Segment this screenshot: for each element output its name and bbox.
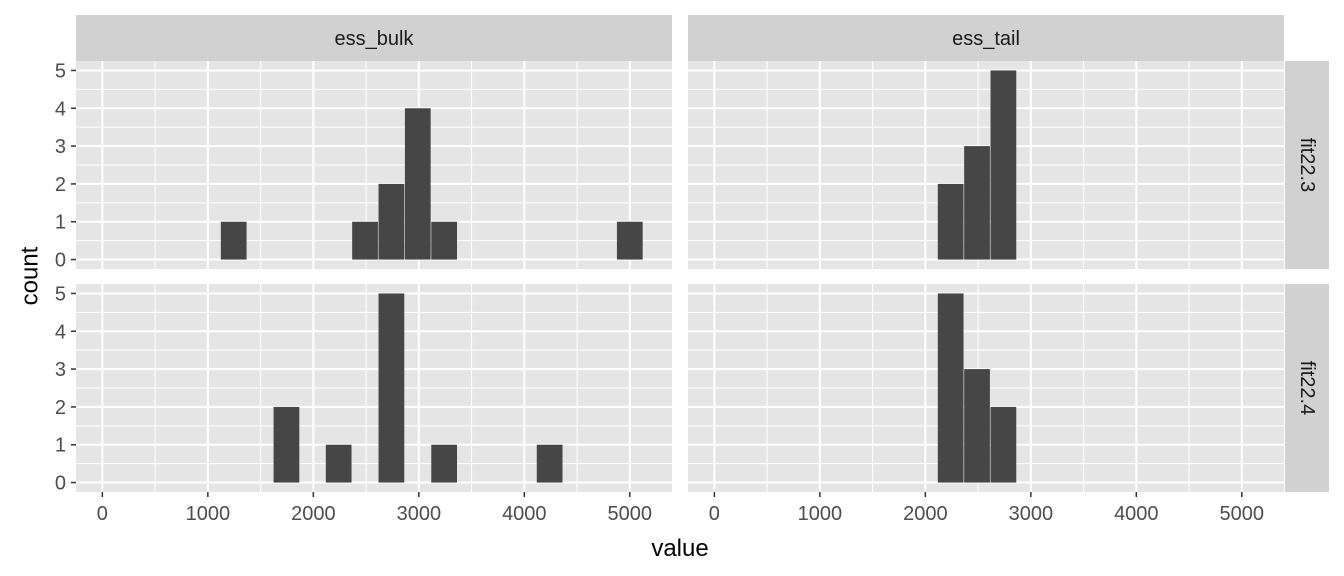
histogram-bar <box>937 183 964 260</box>
x-tick-label: 1000 <box>798 503 843 525</box>
histogram-bar <box>964 146 990 260</box>
histogram-bar <box>273 406 300 483</box>
row-strip <box>1285 61 1329 269</box>
histogram-bar <box>536 444 563 483</box>
histogram-bar <box>937 293 964 483</box>
y-tick-label: 0 <box>55 250 66 272</box>
x-tick-label: 4000 <box>502 503 547 525</box>
x-tick-label: 5000 <box>1220 503 1265 525</box>
y-tick-label: 5 <box>55 60 66 82</box>
x-tick-label: 2000 <box>903 503 948 525</box>
y-tick-label: 5 <box>55 283 66 305</box>
x-tick-label: 3000 <box>397 503 442 525</box>
histogram-bar <box>378 293 405 483</box>
histogram-bar <box>616 221 643 260</box>
histogram-bar <box>378 183 405 260</box>
histogram-bar <box>990 406 1017 483</box>
y-tick-label: 2 <box>55 397 66 419</box>
histogram-bar <box>220 221 247 260</box>
y-tick-label: 3 <box>55 359 66 381</box>
x-tick-label: 4000 <box>1114 503 1159 525</box>
histogram-bar <box>990 70 1017 260</box>
histogram-bar <box>352 221 378 260</box>
y-tick-label: 3 <box>55 136 66 158</box>
y-tick-label: 1 <box>55 435 66 457</box>
row-strip-label: fit22.4 <box>1296 361 1318 415</box>
row-strip-label: fit22.3 <box>1296 138 1318 192</box>
x-tick-label: 0 <box>97 503 108 525</box>
histogram-bar <box>431 444 458 483</box>
column-strip-label: ess_tail <box>952 28 1020 50</box>
histogram-bar <box>431 221 458 260</box>
x-axis-title: value <box>651 535 708 562</box>
y-tick-label: 4 <box>55 321 66 343</box>
histogram-bar <box>325 444 352 483</box>
column-strip-label: ess_bulk <box>335 28 415 50</box>
x-tick-label: 0 <box>709 503 720 525</box>
x-tick-label: 5000 <box>608 503 653 525</box>
histogram-bar <box>404 108 431 260</box>
x-tick-label: 1000 <box>186 503 231 525</box>
y-tick-label: 2 <box>55 174 66 196</box>
row-strip <box>1285 284 1329 492</box>
histogram-bar <box>964 369 990 483</box>
y-tick-label: 0 <box>55 473 66 495</box>
y-tick-label: 4 <box>55 98 66 120</box>
x-tick-label: 2000 <box>291 503 336 525</box>
column-strip <box>688 15 1284 61</box>
x-tick-label: 3000 <box>1009 503 1054 525</box>
y-axis-title: count <box>17 246 44 305</box>
column-strip <box>76 15 672 61</box>
y-tick-label: 1 <box>55 212 66 234</box>
